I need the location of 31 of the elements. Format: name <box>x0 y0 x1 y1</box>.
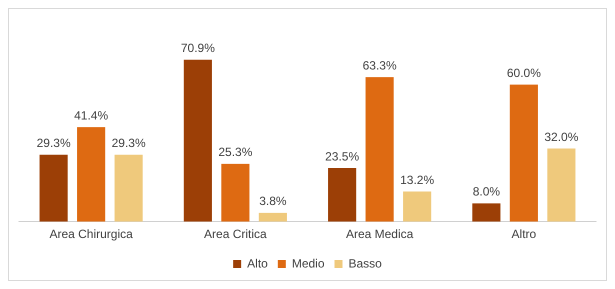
bar <box>510 84 538 222</box>
bar <box>258 212 287 222</box>
data-label: 13.2% <box>400 172 434 187</box>
data-label: 3.8% <box>259 194 287 208</box>
data-label: 41.4% <box>74 108 108 122</box>
bar <box>40 154 68 222</box>
bar <box>403 191 432 222</box>
legend-label: Basso <box>348 256 382 270</box>
bar <box>184 60 212 222</box>
bar <box>547 148 576 222</box>
bar <box>221 164 250 222</box>
data-label: 8.0% <box>472 184 500 199</box>
data-label: 23.5% <box>325 149 360 164</box>
bar <box>114 154 143 222</box>
x-tick-label: Area Medica <box>346 227 414 242</box>
legend-label: Alto <box>247 256 268 270</box>
data-label: 63.3% <box>362 58 397 72</box>
data-label: 25.3% <box>218 145 253 160</box>
x-tick-label: Altro <box>512 227 537 242</box>
x-tick-label: Area Critica <box>204 227 268 242</box>
bar <box>77 127 106 222</box>
data-label: 32.0% <box>544 130 579 144</box>
bar <box>366 77 394 222</box>
data-label: 60.0% <box>506 66 542 80</box>
data-label: 70.9% <box>180 41 216 56</box>
data-label: 29.3% <box>112 136 146 150</box>
bar <box>472 203 500 222</box>
bar <box>328 168 356 222</box>
x-tick-label: Area Chirurgica <box>49 227 134 242</box>
data-label: 29.3% <box>36 136 71 150</box>
legend-label: Medio <box>292 256 325 270</box>
